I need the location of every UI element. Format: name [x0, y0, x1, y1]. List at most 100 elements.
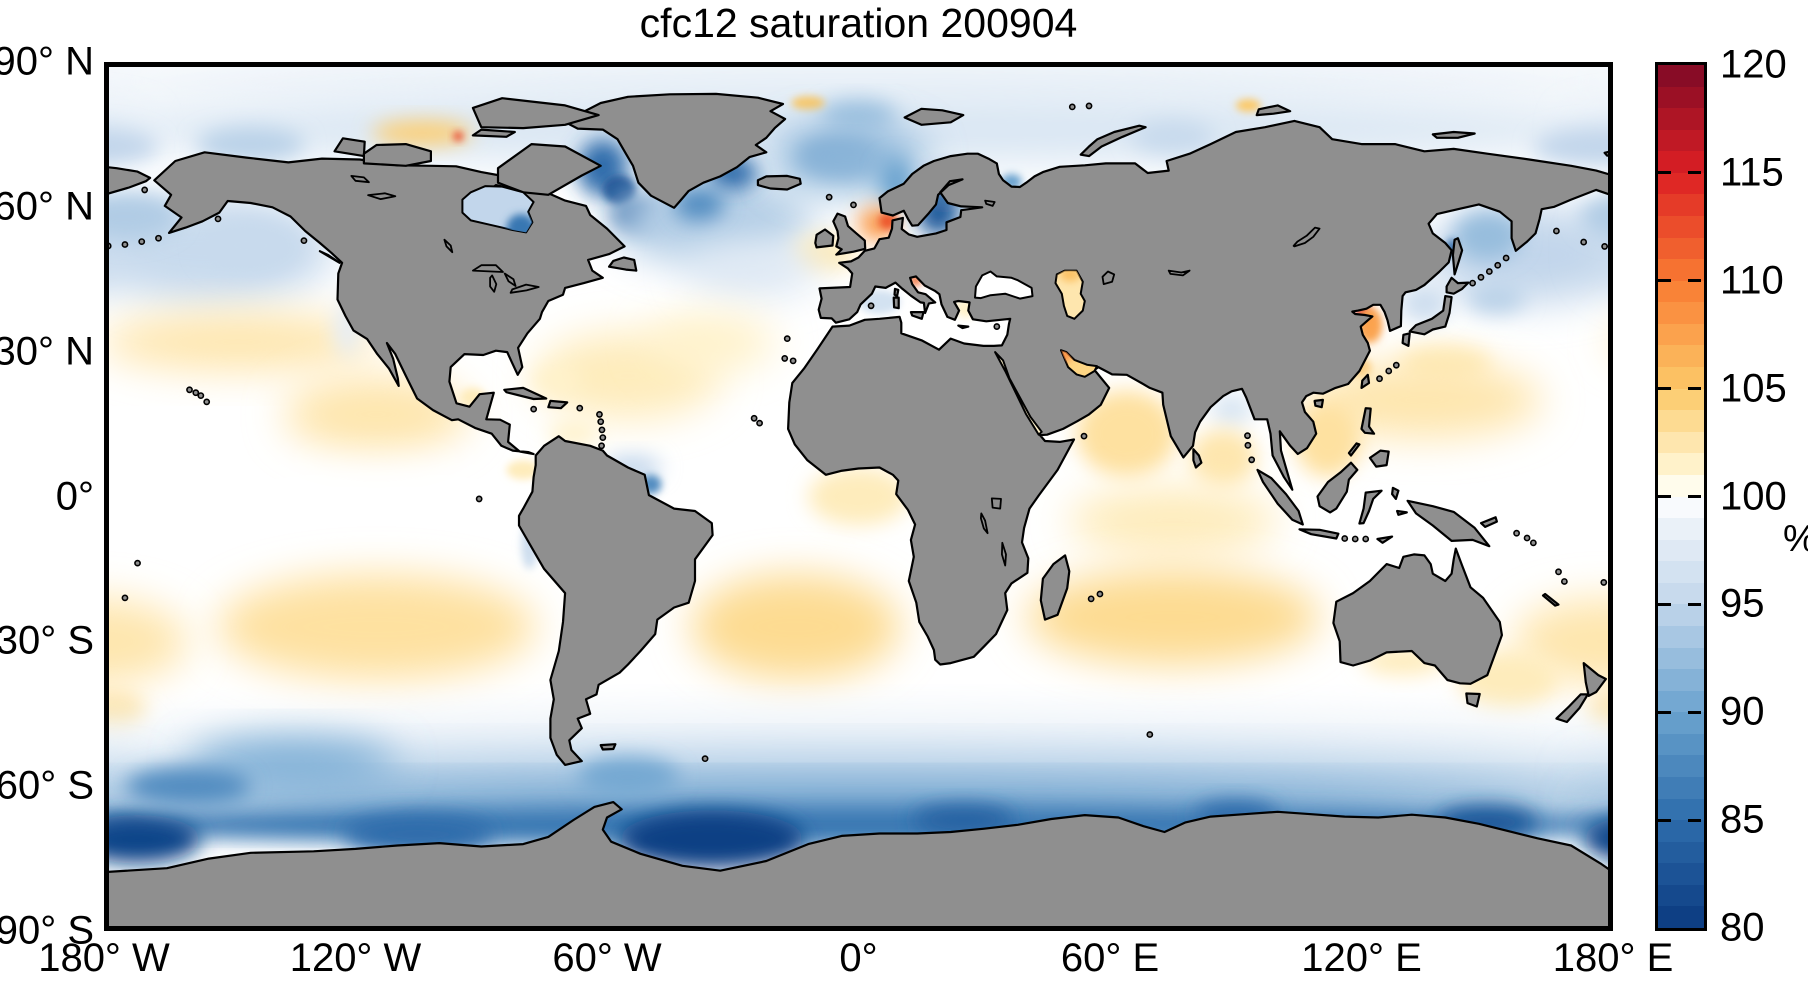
- colorbar-tick-label: 95: [1720, 581, 1765, 626]
- island-dot: [1392, 361, 1400, 369]
- colorbar-band: [1658, 647, 1704, 670]
- colorbar-tick: [1658, 171, 1671, 175]
- y-tick-label: 30° N: [0, 329, 94, 374]
- colorbar-band: [1658, 496, 1704, 519]
- region-ross-sea-dark: [104, 815, 201, 864]
- colorbar-tick: [1688, 495, 1701, 498]
- colorbar-band: [1658, 302, 1704, 325]
- region-arctic-high-pale: [1571, 72, 1613, 91]
- colorbar-band: [1658, 518, 1704, 541]
- region-south-pacific-sw-sector-blue: [187, 737, 398, 787]
- sea-core-hudson-bay-southeast: [506, 214, 534, 233]
- plot-title: cfc12 saturation 200904: [639, 0, 1078, 46]
- island-dot: [1502, 254, 1510, 262]
- land-svalbard: [903, 107, 965, 126]
- land-new-guinea: [1406, 499, 1491, 548]
- lake-malawi: [1001, 541, 1007, 567]
- region-panama-bight-yellow: [506, 460, 540, 480]
- x-tick-label: 120° E: [1301, 936, 1422, 980]
- colorbar-band: [1658, 108, 1704, 131]
- region-okhotsk-blue: [1453, 211, 1521, 260]
- enclosed-seas: [461, 185, 1098, 436]
- land-newfoundland: [608, 256, 638, 272]
- lake-huron: [503, 272, 517, 287]
- colorbar-band: [1658, 733, 1704, 756]
- region-south-pacific-subtropical-yellow: [217, 573, 536, 680]
- aral-sea: [1101, 270, 1116, 285]
- land-devon-island: [471, 128, 516, 138]
- y-tick-label: 60° N: [0, 184, 94, 229]
- colorbar-tick: [1688, 710, 1701, 714]
- land-kyushu: [1401, 332, 1411, 347]
- colorbar-band: [1658, 410, 1704, 433]
- region-alaska-gyre-pale: [200, 216, 302, 275]
- great-slave-lake: [367, 192, 397, 200]
- x-tick-label: 0°: [839, 936, 878, 980]
- sea-black-sea: [974, 270, 1034, 300]
- land-honshu: [1408, 295, 1453, 336]
- land-sulawesi: [1358, 489, 1383, 525]
- island-dot: [155, 234, 162, 242]
- region-irminger-core: [674, 187, 725, 222]
- land-sri-lanka: [1192, 448, 1203, 469]
- island-dot: [1341, 535, 1349, 542]
- colorbar-tick: [1658, 387, 1671, 391]
- colorbar-band: [1658, 690, 1704, 713]
- colorbar-band: [1658, 582, 1704, 605]
- land-iceland: [756, 174, 802, 191]
- x-tick-label: 180° W: [38, 936, 170, 980]
- colorbar-band: [1658, 755, 1704, 778]
- land-madagascar: [1039, 554, 1071, 621]
- landmasses: [104, 92, 1613, 931]
- colorbar-band: [1658, 625, 1704, 648]
- island-dot: [598, 426, 606, 434]
- colorbar-tick-label: 85: [1720, 797, 1765, 842]
- colorbar-band: [1658, 906, 1704, 929]
- region-sea-of-japan-pale: [1399, 284, 1450, 323]
- island-dot: [783, 335, 791, 343]
- island-dot: [750, 414, 758, 422]
- island-dot: [1580, 238, 1588, 246]
- sea-core-north-caspian: [1059, 270, 1081, 282]
- land-java: [1298, 528, 1340, 540]
- land-nz-north-island: [1582, 662, 1607, 697]
- island-dot: [1600, 579, 1608, 586]
- land-greenland: [559, 92, 787, 209]
- island-dot: [1494, 261, 1502, 269]
- island-dot: [1523, 534, 1531, 542]
- land-borneo: [1316, 461, 1359, 514]
- land-baffin-island: [496, 143, 602, 196]
- colorbar-band: [1658, 712, 1704, 735]
- x-tick-label: 60° W: [552, 936, 662, 980]
- colorbar-band: [1658, 604, 1704, 627]
- region-arabian-sea-yellow: [1076, 390, 1178, 478]
- region-north-greenland-orange-spot: [791, 96, 825, 110]
- region-bering-sea-blue: [104, 192, 180, 241]
- island-dot: [596, 411, 603, 418]
- colorbar-tick: [1658, 279, 1671, 283]
- land-taiwan: [1360, 373, 1371, 389]
- region-nz-east-yellow: [104, 689, 146, 729]
- island-dot: [597, 418, 605, 426]
- region-southern-band-inner-blue: [1571, 799, 1613, 812]
- island-dot: [1068, 103, 1076, 111]
- x-tick-label: 180° E: [1552, 936, 1674, 980]
- region-bahamas-yellow: [531, 366, 582, 396]
- island-dot: [1244, 432, 1251, 440]
- island-dot: [701, 755, 709, 763]
- colorbar-unit-label: %: [1783, 518, 1808, 561]
- colorbar-band: [1658, 539, 1704, 562]
- colorbar-tick: [1658, 495, 1671, 498]
- island-dot: [599, 434, 607, 442]
- land-new-siberian-islands: [1431, 130, 1476, 139]
- y-tick-label: 90° N: [0, 39, 94, 84]
- lake-michigan: [489, 274, 498, 293]
- island-dot: [1096, 590, 1104, 598]
- land-luzon: [1360, 407, 1376, 435]
- region-south-atlantic-subtropical-yellow: [690, 573, 901, 680]
- land-timor: [1376, 535, 1394, 544]
- colorbar-band: [1658, 172, 1704, 195]
- region-kara-sea-blue: [1130, 119, 1215, 154]
- region-nz-east-yellow: [1587, 690, 1613, 728]
